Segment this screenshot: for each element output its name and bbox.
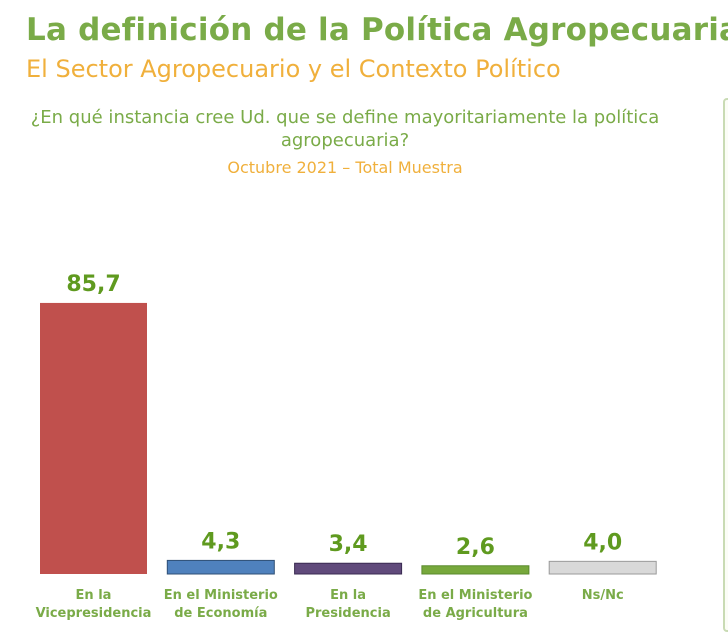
category-label-2-line-1: Presidencia	[305, 606, 390, 621]
page-title: La definición de la Política Agropecuari…	[26, 12, 728, 48]
category-label-3-line-1: de Agricultura	[423, 606, 528, 621]
bar-1	[166, 559, 275, 575]
category-label-3-line-0: En el Ministerio	[418, 588, 532, 603]
category-label-4: Ns/Nc	[582, 588, 624, 603]
data-label-1: 4,3	[201, 529, 240, 554]
category-label-1-line-0: En el Ministerio	[164, 588, 278, 603]
category-label-2-line-0: En la	[330, 588, 366, 603]
category-label-0-line-0: En la	[76, 588, 112, 603]
data-label-0: 85,7	[66, 272, 120, 297]
bar-3	[421, 565, 530, 575]
category-label-0-line-1: Vicepresidencia	[36, 606, 152, 621]
data-label-3: 2,6	[456, 535, 495, 560]
chart-title: ¿En qué instancia cree Ud. que se define…	[30, 107, 660, 151]
bar-2	[294, 562, 403, 575]
data-label-2: 3,4	[329, 532, 368, 557]
bar-chart: 85,7 En la Vicepresidencia 4,3 En el Ministe…	[36, 272, 657, 621]
category-label-1-line-1: de Economía	[174, 606, 267, 621]
data-label-4: 4,0	[583, 530, 622, 555]
chart-subtitle: Octubre 2021 – Total Muestra	[227, 158, 463, 177]
page-subtitle: El Sector Agropecuario y el Contexto Pol…	[26, 55, 561, 83]
bar-0	[40, 302, 147, 574]
side-panel-border	[723, 98, 728, 632]
bar-4	[548, 560, 657, 575]
